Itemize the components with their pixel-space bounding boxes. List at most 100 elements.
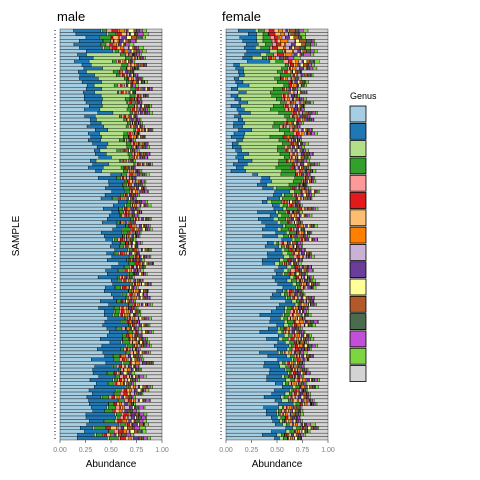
bar-segment — [133, 436, 139, 441]
bar-segment — [129, 254, 134, 259]
bar-segment — [284, 45, 290, 50]
bar-segment — [134, 316, 139, 321]
bar-segment — [106, 251, 115, 256]
bar-segment — [142, 398, 145, 403]
bar-segment — [243, 66, 282, 71]
bar-segment — [300, 402, 303, 406]
bar-segment — [124, 76, 128, 81]
bar-segment — [124, 206, 127, 211]
bar-segment — [301, 405, 329, 410]
bar-segment — [285, 295, 288, 300]
bar-segment — [301, 354, 305, 358]
bar-segment — [306, 371, 310, 376]
bar-segment — [59, 268, 106, 273]
bar-segment — [273, 193, 282, 197]
bar-segment — [292, 135, 295, 139]
bar-segment — [225, 391, 272, 396]
bar-segment — [138, 121, 141, 126]
bar-segment — [289, 100, 293, 105]
bar-segment — [130, 52, 133, 57]
bar-segment — [59, 73, 80, 78]
bar-segment — [301, 268, 305, 273]
bar-segment — [288, 261, 292, 266]
bar-segment — [291, 220, 295, 225]
bar-segment — [295, 42, 302, 47]
bar-segment — [264, 361, 280, 365]
bar-segment — [287, 415, 291, 420]
bar-segment — [59, 158, 91, 163]
bar-segment — [302, 371, 306, 376]
bar-segment — [90, 121, 102, 126]
bar-segment — [131, 402, 134, 406]
bar-segment — [291, 292, 295, 297]
bar-segment — [311, 265, 329, 269]
bar-segment — [116, 395, 120, 400]
bar-segment — [136, 248, 139, 252]
bar-segment — [136, 121, 139, 126]
legend-key — [349, 365, 367, 382]
bar-segment — [296, 337, 299, 341]
bar-segment — [140, 76, 143, 81]
bar-segment — [138, 323, 142, 328]
bar-segment — [276, 186, 292, 191]
bar-segment — [153, 361, 163, 365]
bar-segment — [129, 258, 132, 263]
bar-segment — [117, 237, 121, 242]
bar-segment — [308, 343, 313, 348]
bar-segment — [121, 299, 123, 304]
bar-segment — [306, 378, 310, 382]
bar-segment — [132, 179, 136, 184]
bar-segment — [302, 402, 305, 406]
bar-segment — [308, 80, 329, 84]
bar-segment — [141, 367, 163, 372]
bar-segment — [134, 111, 137, 115]
bar-segment — [299, 200, 329, 204]
bar-segment — [128, 419, 132, 424]
bar-segment — [225, 415, 272, 420]
bar-segment — [117, 419, 123, 424]
bar-segment — [296, 357, 300, 362]
bar-segment — [312, 169, 317, 174]
bar-segment — [127, 412, 131, 417]
bar-segment — [118, 261, 130, 266]
bar-segment — [307, 385, 310, 389]
bar-segment — [275, 381, 283, 386]
bar-segment — [128, 69, 131, 74]
bar-segment — [131, 326, 134, 331]
bar-segment — [128, 90, 131, 95]
bar-segment — [144, 350, 147, 355]
bar-segment — [122, 69, 126, 74]
bar-segment — [137, 292, 140, 297]
bar-segment — [129, 172, 133, 177]
bar-segment — [127, 220, 129, 225]
bar-segment — [294, 436, 298, 441]
legend-key — [349, 122, 367, 140]
bar-segment — [121, 309, 125, 314]
bar-segment — [124, 378, 128, 382]
bar-segment — [108, 32, 116, 37]
bar-segment — [135, 87, 137, 91]
bar-segment — [308, 395, 311, 400]
bar-segment — [125, 295, 129, 300]
bar-segment — [135, 268, 138, 273]
bar-segment — [150, 350, 163, 355]
bar-segment — [312, 278, 316, 283]
bar-segment — [311, 213, 329, 218]
bar-segment — [277, 340, 286, 345]
bar-segment — [279, 124, 284, 129]
bar-segment — [264, 28, 270, 33]
bar-segment — [257, 182, 267, 187]
bar-segment — [298, 313, 302, 317]
bar-segment — [145, 186, 163, 191]
bar-segment — [121, 388, 125, 393]
bar-segment — [286, 200, 288, 204]
bar-segment — [134, 357, 138, 362]
bar-segment — [305, 100, 310, 105]
bar-segment — [139, 385, 143, 389]
facet-panel-male: 0.00 0.25 0.50 0.75 1.00 — [53, 28, 169, 454]
bar-segment — [79, 73, 95, 78]
bar-segment — [225, 141, 233, 146]
bar-segment — [137, 241, 141, 245]
bar-segment — [133, 350, 137, 355]
bar-segment — [225, 271, 277, 276]
